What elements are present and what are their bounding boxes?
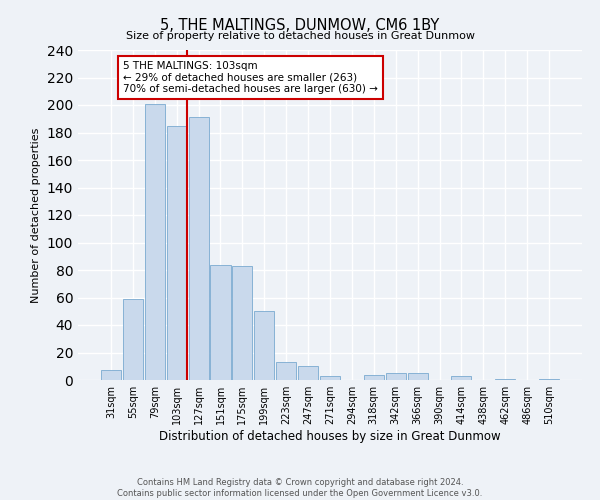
Bar <box>123 299 143 380</box>
Y-axis label: Number of detached properties: Number of detached properties <box>31 128 41 302</box>
Bar <box>320 376 340 380</box>
Text: Contains HM Land Registry data © Crown copyright and database right 2024.
Contai: Contains HM Land Registry data © Crown c… <box>118 478 482 498</box>
Bar <box>211 264 230 380</box>
Bar <box>495 378 515 380</box>
X-axis label: Distribution of detached houses by size in Great Dunmow: Distribution of detached houses by size … <box>159 430 501 443</box>
Bar <box>386 373 406 380</box>
Text: 5, THE MALTINGS, DUNMOW, CM6 1BY: 5, THE MALTINGS, DUNMOW, CM6 1BY <box>160 18 440 32</box>
Bar <box>298 366 318 380</box>
Bar <box>145 104 165 380</box>
Bar <box>188 118 209 380</box>
Text: Size of property relative to detached houses in Great Dunmow: Size of property relative to detached ho… <box>125 31 475 41</box>
Bar <box>232 266 253 380</box>
Bar <box>407 373 428 380</box>
Bar <box>451 376 472 380</box>
Bar <box>276 362 296 380</box>
Bar <box>364 374 384 380</box>
Bar <box>539 378 559 380</box>
Bar <box>167 126 187 380</box>
Bar <box>254 311 274 380</box>
Text: 5 THE MALTINGS: 103sqm
← 29% of detached houses are smaller (263)
70% of semi-de: 5 THE MALTINGS: 103sqm ← 29% of detached… <box>123 61 378 94</box>
Bar <box>101 370 121 380</box>
